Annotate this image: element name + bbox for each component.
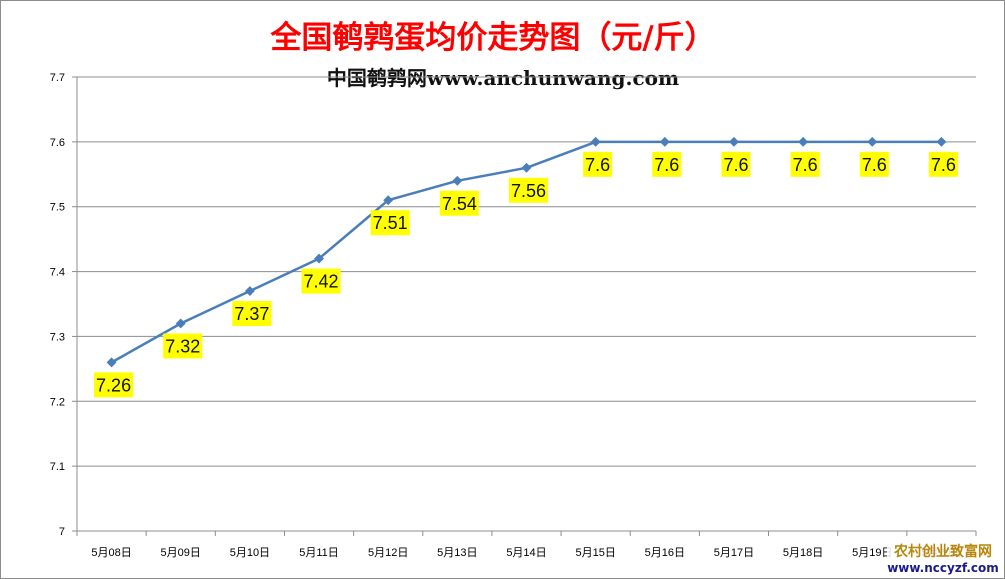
data-label: 7.6 (721, 151, 751, 177)
data-point (590, 136, 601, 147)
data-point (659, 136, 670, 147)
chart-subtitle: 中国鹌鹑网www.anchunwang.com (327, 66, 679, 90)
data-label-bg (508, 177, 549, 203)
watermark-url: www.nccyzf.com (887, 561, 999, 575)
data-labels: 7.26 7.32 7.37 7.42 7.51 7.54 7.56 7.6 7.6 7.6 7.6… (94, 151, 958, 398)
x-tick-label: 5月09日 (161, 547, 201, 559)
data-label-text: 7.6 (862, 155, 887, 175)
data-point (383, 195, 394, 206)
y-tick-label: 7.5 (50, 202, 65, 214)
data-label-text: 7.51 (373, 213, 408, 233)
x-tick-label: 5月14日 (506, 547, 546, 559)
y-tick-label: 7.7 (50, 72, 65, 84)
x-tick-label: 5月12日 (368, 547, 408, 559)
x-tick-label: 5月18日 (783, 547, 823, 559)
y-tick-label: 7.3 (50, 331, 65, 343)
data-label-text: 7.26 (96, 375, 131, 395)
data-label: 7.37 (232, 301, 272, 327)
y-tick-label: 7.4 (50, 267, 65, 279)
data-label: 7.6 (790, 151, 820, 177)
data-label-text: 7.6 (723, 155, 748, 175)
x-tick-label: 5月10日 (230, 547, 270, 559)
gridlines (77, 76, 976, 532)
y-tick-label: 7.2 (50, 396, 65, 408)
y-tick-label: 7.1 (50, 461, 65, 473)
data-label: 7.6 (928, 151, 958, 177)
data-label-bg (652, 151, 682, 177)
x-tick-label: 5月15日 (575, 547, 615, 559)
y-tick-label: 7.6 (50, 137, 65, 149)
data-label-bg (790, 151, 820, 177)
data-label-text: 7.54 (442, 194, 477, 214)
y-tick-label: 7 (59, 526, 65, 538)
data-point (175, 318, 186, 329)
data-point (798, 136, 809, 147)
data-label: 7.26 (94, 372, 134, 398)
series-price (106, 136, 947, 368)
data-label-bg (301, 268, 341, 294)
data-label-bg (439, 190, 479, 216)
data-label-bg (859, 151, 889, 177)
data-label-text: 7.37 (234, 304, 269, 324)
data-label-text: 7.42 (304, 272, 339, 292)
data-label: 7.42 (301, 268, 341, 294)
watermark: 农村创业致富网 www.nccyzf.com (887, 541, 999, 575)
data-label-text: 7.32 (165, 336, 200, 356)
chart-title: 全国鹌鹑蛋均价走势图（元/斤） (269, 20, 715, 56)
data-point (936, 136, 947, 147)
data-point (867, 136, 878, 147)
data-label-text: 7.56 (511, 181, 546, 201)
data-point (244, 286, 255, 296)
data-label-text: 7.6 (585, 155, 610, 175)
data-label-bg (928, 151, 958, 177)
x-tick-label: 5月16日 (645, 547, 685, 559)
data-label: 7.6 (652, 151, 682, 177)
data-point (521, 162, 532, 173)
data-point (452, 175, 463, 186)
data-label: 7.32 (163, 333, 203, 359)
data-label-bg (370, 210, 410, 236)
x-tick-label: 5月17日 (714, 547, 754, 559)
data-label: 7.6 (859, 151, 889, 177)
axes (72, 76, 977, 536)
data-label-text: 7.6 (931, 155, 956, 175)
watermark-title: 农村创业致富网 (893, 543, 992, 560)
data-label: 7.54 (439, 190, 479, 216)
data-label-text: 7.6 (793, 155, 818, 175)
data-label: 7.6 (583, 151, 613, 177)
data-point (106, 357, 117, 368)
x-tick-labels: 5月08日 5月09日 5月10日 5月11日 5月12日 5月13日 5月14日 5月15日… (91, 547, 961, 559)
y-tick-labels: 7 7.1 7.2 7.3 7.4 7.5 7.6 7.7 (50, 72, 65, 538)
data-label-bg (583, 151, 613, 177)
data-label-text: 7.6 (654, 155, 679, 175)
x-tick-label: 5月08日 (91, 547, 131, 559)
data-label-bg (163, 333, 203, 359)
x-tick-label: 5月13日 (437, 547, 477, 559)
data-label: 7.51 (370, 210, 410, 236)
data-point (729, 136, 739, 147)
data-label-bg (232, 301, 272, 327)
data-label-bg (94, 372, 134, 398)
x-tick-label: 5月19日 (852, 547, 892, 559)
data-label: 7.56 (508, 177, 549, 203)
data-label-bg (721, 151, 751, 177)
x-tick-label: 5月11日 (299, 547, 339, 559)
